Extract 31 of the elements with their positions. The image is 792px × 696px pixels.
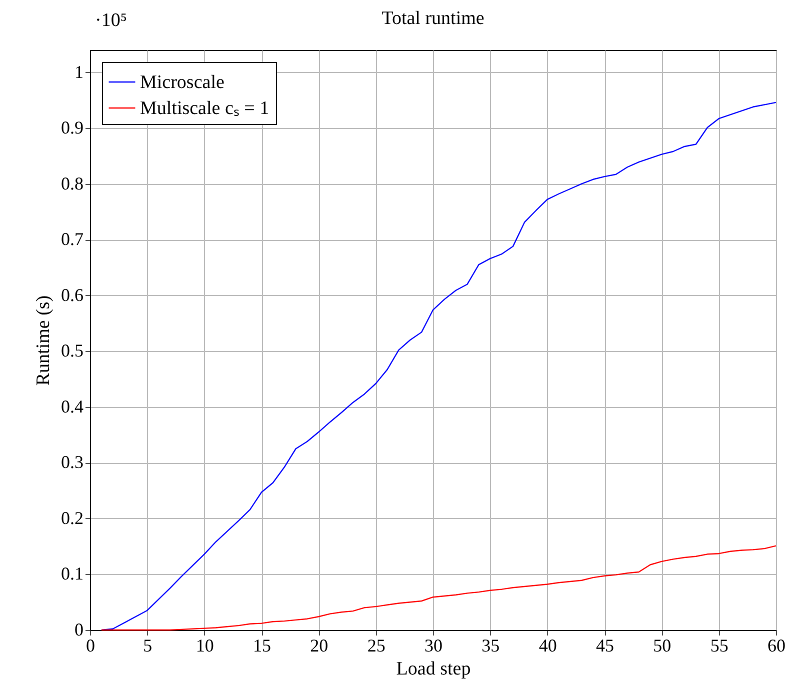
y-tick-label: 0.8 bbox=[61, 173, 84, 194]
y-tick-label: 0.7 bbox=[61, 229, 84, 250]
y-axis-title: Runtime (s) bbox=[33, 295, 54, 386]
line-series bbox=[100, 102, 777, 631]
legend-label: Microscale bbox=[140, 72, 224, 93]
y-tick-label: 0 bbox=[74, 620, 84, 640]
x-axis-title: Load step bbox=[396, 658, 471, 680]
x-tick-label: 50 bbox=[653, 636, 672, 656]
y-tick-label: 0.9 bbox=[61, 118, 84, 138]
x-tick-label: 55 bbox=[710, 636, 728, 656]
x-tick-label: 5 bbox=[143, 636, 152, 656]
legend-label: Multiscale cₛ = 1 bbox=[140, 98, 270, 119]
x-tick-label: 40 bbox=[538, 636, 557, 656]
x-tick-label: 45 bbox=[596, 636, 614, 656]
y-tick-label: 0.3 bbox=[61, 452, 84, 472]
x-tick-label: 60 bbox=[768, 636, 786, 656]
y-tick-label: 0.2 bbox=[61, 508, 84, 528]
x-tick-label: 30 bbox=[424, 636, 442, 656]
line-series bbox=[100, 545, 777, 631]
y-tick-label: 0.4 bbox=[61, 396, 84, 416]
text: ·10⁵ bbox=[95, 10, 127, 32]
x-tick-label: 20 bbox=[310, 636, 328, 656]
x-tick-label: 15 bbox=[253, 636, 271, 656]
x-tick-label: 10 bbox=[196, 636, 214, 656]
x-tick-label: 35 bbox=[482, 636, 500, 656]
y-tick-label: 1 bbox=[74, 62, 84, 82]
y-tick-label: 0.6 bbox=[61, 284, 84, 305]
x-tick-label: 25 bbox=[367, 636, 386, 656]
chart-title: Total runtime bbox=[382, 8, 484, 29]
y-tick-label: 0.5 bbox=[61, 340, 84, 361]
y-tick-label: 0.1 bbox=[61, 564, 84, 584]
